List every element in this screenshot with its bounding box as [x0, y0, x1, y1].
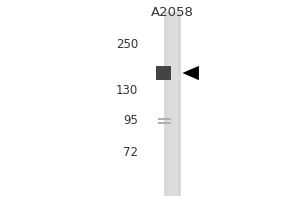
Polygon shape [182, 66, 199, 80]
Bar [164, 12, 181, 196]
Text: 130: 130 [116, 84, 138, 97]
Text: 250: 250 [116, 38, 138, 50]
Text: 95: 95 [123, 114, 138, 128]
Bar [156, 66, 171, 80]
Text: A2058: A2058 [151, 5, 194, 19]
Bar [158, 122, 171, 124]
Text: 72: 72 [123, 146, 138, 160]
Bar [168, 12, 178, 196]
Bar [158, 118, 171, 120]
